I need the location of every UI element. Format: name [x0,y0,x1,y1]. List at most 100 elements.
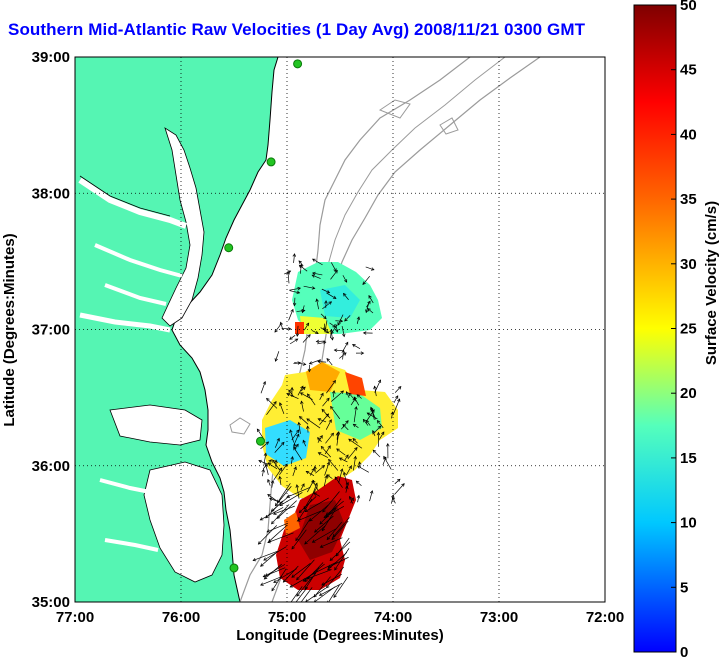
velocity-vector-head [358,461,362,465]
velocity-vector [319,507,336,525]
velocity-vector [288,389,294,397]
velocity-vector-head [395,395,399,399]
velocity-vector [328,584,340,602]
velocity-vector [344,454,349,461]
velocity-vector-head [371,409,375,413]
velocity-vector [294,443,299,450]
velocity-vector-head [301,309,305,314]
velocity-vector [350,497,354,504]
velocity-vector [281,328,291,330]
velocity-vector [379,431,385,440]
velocity-vector [303,285,315,289]
velocity-vector-head [352,437,357,442]
station-marker-icon [229,563,239,573]
velocity-vector-head [345,341,349,346]
velocity-vector-head [356,394,361,398]
velocity-vector [348,392,355,400]
velocity-vector [321,409,331,419]
velocity-fields [262,262,398,590]
velocity-vector [271,480,274,488]
velocity-vector-head [372,429,376,434]
velocity-vector-head [314,482,318,487]
velocity-vector [391,411,394,419]
velocity-vector [324,320,328,332]
bathymetry-contour-mid [327,57,506,266]
velocity-vector-head [290,456,294,460]
velocity-vector [302,440,307,447]
velocity-vector [393,398,400,414]
velocity-vector-head [287,270,292,274]
velocity-vector [272,459,281,471]
velocity-vector [293,434,300,446]
colorbar: 0 5 10 15 20 25 30 35 40 45 50 Surface Velocity (c… [633,0,720,659]
velocity-vector-head [377,425,382,430]
y-axis-label: Latitude (Degrees:Minutes) [1,233,18,426]
x-tick-label: 76:00 [162,609,200,626]
velocity-vector-head [289,429,293,433]
velocity-vector-head [324,474,328,479]
velocity-vector [302,305,305,313]
velocity-vector [365,420,371,426]
velocity-vector-head [331,536,335,541]
velocity-vector [326,292,337,299]
velocity-vector [309,359,321,365]
velocity-vector-head [345,481,349,486]
colorbar-ticks: 0 5 10 15 20 25 30 35 40 45 50 [671,0,697,659]
velocity-vector [346,391,350,398]
velocity-vector-head [293,466,297,471]
longitude-ticks: 77:00 76:00 75:00 74:00 73:00 72:00 [56,609,624,626]
velocity-vector [271,504,290,525]
velocity-vector-head [273,579,277,583]
velocity-vector-head [321,465,326,469]
velocity-vector-head [274,502,279,507]
velocity-vector-head [279,321,283,326]
velocity-vector [284,270,291,275]
velocity-vector-head [274,459,278,463]
bathymetry-feature-3 [439,117,459,135]
velocity-vector-head [296,433,300,438]
velocity-vector-head [326,584,330,589]
velocity-vector-head [326,474,330,478]
velocity-vector-head [278,402,283,406]
velocity-vector [296,559,315,581]
rappahannock-river [94,243,183,278]
velocity-vector-head [333,268,337,272]
velocity-vector [268,524,288,542]
velocity-vector-head [342,423,346,428]
velocity-vector [296,310,305,312]
velocity-vector [301,401,304,412]
velocity-vector-head [321,408,326,413]
velocity-vector-head [270,479,275,484]
bathymetry-feature-2 [378,99,411,119]
velocity-patch-south-dark [298,500,345,560]
velocity-vector [265,500,283,519]
velocity-vector-head [348,495,353,500]
velocity-vector [299,264,308,272]
velocity-vector-head [326,536,331,541]
velocity-vector [342,350,344,360]
velocity-vector-head [263,557,267,561]
velocity-vector [330,406,341,420]
potomac-river-edge [79,175,171,217]
velocity-vector-head [295,333,300,337]
velocity-vector-head [342,471,347,476]
velocity-vector [334,349,345,352]
velocity-vector [336,431,340,446]
colorbar-tick-label: 0 [680,644,688,659]
velocity-vector [332,517,350,538]
velocity-vector [365,266,375,271]
velocity-vector-head [348,438,352,443]
velocity-vector-head [330,432,334,437]
velocity-vector-head [397,385,402,390]
velocity-vector [394,386,402,393]
x-tick-label: 73:00 [480,609,518,626]
velocity-vector-head [307,393,311,397]
velocity-vector [295,518,311,541]
velocity-vector-head [362,418,367,423]
velocity-vector [260,441,269,450]
velocity-vector-head [320,392,324,397]
velocity-vector-head [307,368,312,373]
velocity-vector [279,492,303,506]
velocity-vector-head [321,582,325,586]
velocity-vector-head [337,322,341,326]
